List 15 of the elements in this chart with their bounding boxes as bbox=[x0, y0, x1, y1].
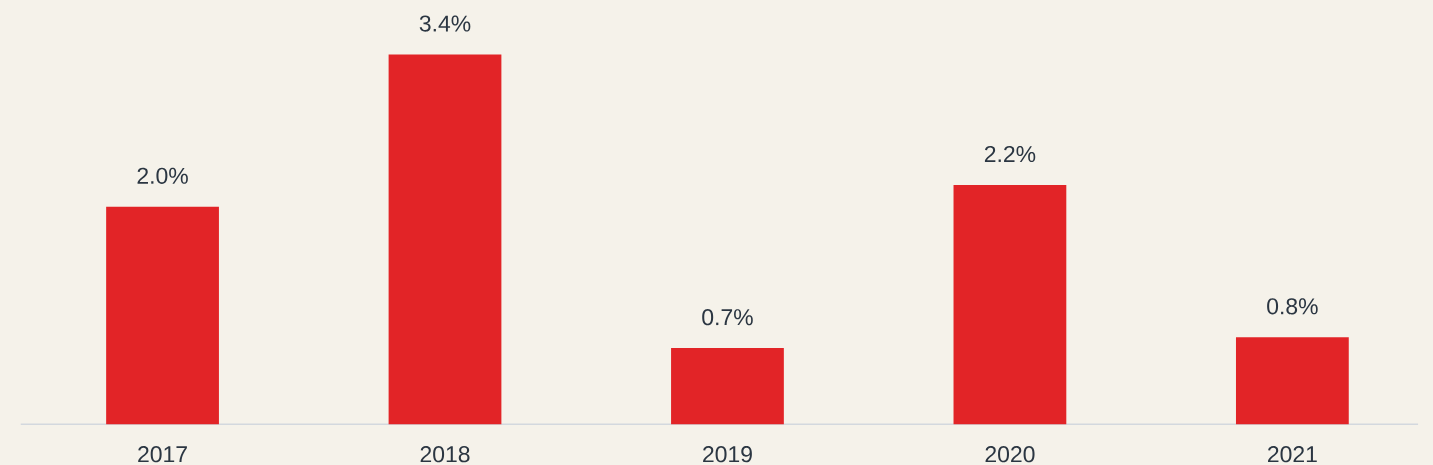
data-label: 0.8% bbox=[1267, 298, 1318, 315]
bar bbox=[106, 206, 219, 425]
data-label: 3.4% bbox=[419, 15, 471, 32]
bar bbox=[388, 54, 502, 425]
x-tick-label: 2019 bbox=[703, 446, 752, 463]
x-tick-label: 2021 bbox=[1268, 446, 1317, 463]
x-tick-label: 2020 bbox=[985, 446, 1035, 463]
data-label: 2.0% bbox=[137, 167, 188, 184]
data-label: 2.2% bbox=[984, 145, 1036, 163]
bar bbox=[1235, 337, 1349, 425]
bar bbox=[671, 347, 784, 425]
x-tick-label: 2017 bbox=[138, 446, 187, 463]
data-label: 0.7% bbox=[702, 309, 753, 326]
x-tick-label: 2018 bbox=[420, 446, 470, 463]
bar bbox=[953, 184, 1067, 425]
